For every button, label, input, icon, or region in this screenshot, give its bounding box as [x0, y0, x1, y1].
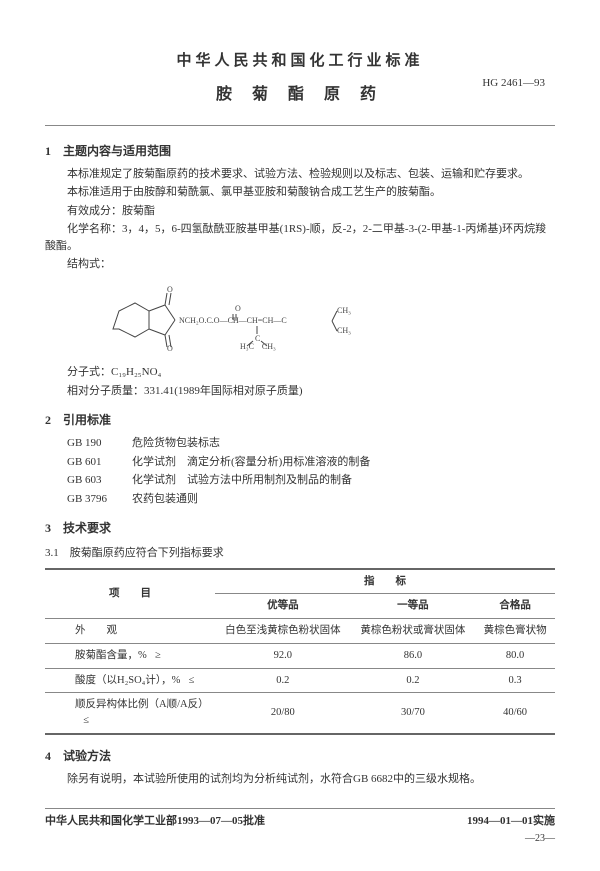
th-project: 项 目 — [45, 569, 215, 619]
spec-table: 项 目 指 标 优等品 一等品 合格品 外 观 白色至浅黄棕色粉状固体 黄棕色粉… — [45, 568, 555, 735]
svg-text:O: O — [235, 304, 241, 313]
th-grade-2: 一等品 — [351, 594, 476, 619]
s1-p4: 化学名称：3，4，5，6-四氢酞酰亚胺基甲基(1RS)-顺，反-2，2-二甲基-… — [45, 221, 555, 254]
s1-p1: 本标准规定了胺菊酯原药的技术要求、试验方法、检验规则以及标志、包装、运输和贮存要… — [45, 166, 555, 183]
section-3-1: 3.1 胺菊酯原药应符合下列指标要求 — [45, 545, 555, 562]
cell: 白色至浅黄棕色粉状固体 — [215, 619, 351, 644]
cell: 86.0 — [351, 643, 476, 668]
ref-row: GB 3796 农药包装通则 — [67, 491, 555, 508]
row-label: 外 观 — [75, 625, 117, 636]
s1-p5: 结构式： — [45, 256, 555, 273]
table-row: 外 观 白色至浅黄棕色粉状固体 黄棕色粉状或膏状固体 黄棕色膏状物 — [45, 619, 555, 644]
cell: 0.2 — [215, 668, 351, 693]
ineq: ≤ — [75, 713, 89, 729]
ref-row: GB 190 危险货物包装标志 — [67, 435, 555, 452]
svg-text:CH₃: CH₃ — [337, 306, 351, 315]
cell: 92.0 — [215, 643, 351, 668]
cell: 40/60 — [475, 693, 555, 734]
ref-title: 化学试剂 试验方法中所用制剂及制品的制备 — [132, 472, 352, 489]
s4-p1: 除另有说明，本试验所使用的试剂均为分析纯试剂，水符合GB 6682中的三级水规格… — [45, 771, 555, 788]
ineq: ≥ — [147, 648, 161, 664]
approval-text: 中华人民共和国化学工业部1993—07—05批准 — [45, 813, 265, 830]
cell: 30/70 — [351, 693, 476, 734]
ref-title: 农药包装通则 — [132, 491, 198, 508]
ref-row: GB 603 化学试剂 试验方法中所用制剂及制品的制备 — [67, 472, 555, 489]
svg-text:CH₃: CH₃ — [337, 326, 351, 335]
ref-row: GB 601 化学试剂 滴定分析(容量分析)用标准溶液的制备 — [67, 454, 555, 471]
cell: 黄棕色粉状或膏状固体 — [351, 619, 476, 644]
th-grade-3: 合格品 — [475, 594, 555, 619]
th-grade: 指 标 — [215, 569, 555, 594]
table-row: 胺菊酯含量，%≥ 92.0 86.0 80.0 — [45, 643, 555, 668]
chemical-structure: O O NCH₂O.C.O—CH—CH=CH—C O CH₃ CH₃ C H₃C… — [105, 281, 555, 357]
ref-code: GB 601 — [67, 454, 122, 471]
svg-text:O: O — [167, 344, 173, 351]
table-row: 酸度（以H₂SO₄计），%≤ 0.2 0.2 0.3 — [45, 668, 555, 693]
row-label: 顺反异构体比例（A顺/A反） — [75, 699, 209, 710]
ineq: ≤ — [180, 673, 194, 689]
row-label: 酸度（以H₂SO₄计），% — [75, 675, 180, 686]
standard-code: HG 2461—93 — [482, 75, 545, 92]
ref-title: 危险货物包装标志 — [132, 435, 220, 452]
cell: 0.2 — [351, 668, 476, 693]
th-grade-1: 优等品 — [215, 594, 351, 619]
s1-p3: 有效成分：胺菊酯 — [45, 203, 555, 220]
title-divider — [45, 125, 555, 126]
section-2-heading: 2 引用标准 — [45, 411, 555, 429]
section-1-heading: 1 主题内容与适用范围 — [45, 142, 555, 160]
cell: 20/80 — [215, 693, 351, 734]
molecular-formula: 分子式：C₁₉H₂₅NO₄ — [67, 364, 555, 381]
section-3-heading: 3 技术要求 — [45, 519, 555, 537]
cell: 黄棕色膏状物 — [475, 619, 555, 644]
reference-list: GB 190 危险货物包装标志 GB 601 化学试剂 滴定分析(容量分析)用标准溶… — [67, 435, 555, 507]
page-footer: 中华人民共和国化学工业部1993—07—05批准 1994—01—01实施 —2… — [45, 808, 555, 847]
row-label: 胺菊酯含量，% — [75, 650, 147, 661]
cell: 0.3 — [475, 668, 555, 693]
s1-p2: 本标准适用于由胺醇和菊酰氯、氯甲基亚胺和菊酸钠合成工艺生产的胺菊酯。 — [45, 184, 555, 201]
svg-text:O: O — [167, 285, 173, 294]
cell: 80.0 — [475, 643, 555, 668]
effective-text: 1994—01—01实施 — [467, 813, 555, 830]
ref-code: GB 190 — [67, 435, 122, 452]
ref-code: GB 603 — [67, 472, 122, 489]
molecular-mass: 相对分子质量：331.41(1989年国际相对原子质量) — [67, 383, 555, 400]
svg-text:H₃C CH₃: H₃C CH₃ — [240, 342, 276, 351]
section-4-heading: 4 试验方法 — [45, 747, 555, 765]
ref-code: GB 3796 — [67, 491, 122, 508]
table-row: 顺反异构体比例（A顺/A反） ≤ 20/80 30/70 40/60 — [45, 693, 555, 734]
sub-title: 胺 菊 酯 原 药 — [45, 83, 555, 107]
page-number: —23— — [45, 831, 555, 846]
main-title: 中华人民共和国化工行业标准 — [45, 50, 555, 73]
ref-title: 化学试剂 滴定分析(容量分析)用标准溶液的制备 — [132, 454, 370, 471]
